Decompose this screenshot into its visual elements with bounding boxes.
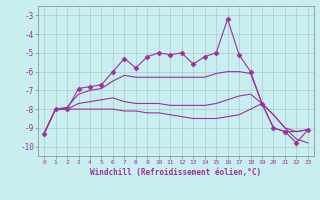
X-axis label: Windchill (Refroidissement éolien,°C): Windchill (Refroidissement éolien,°C): [91, 168, 261, 177]
